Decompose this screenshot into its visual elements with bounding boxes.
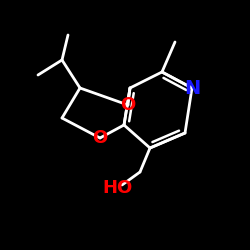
Text: O: O <box>92 129 108 147</box>
Text: O: O <box>120 96 136 114</box>
Text: HO: HO <box>103 179 133 197</box>
Text: N: N <box>184 78 200 98</box>
